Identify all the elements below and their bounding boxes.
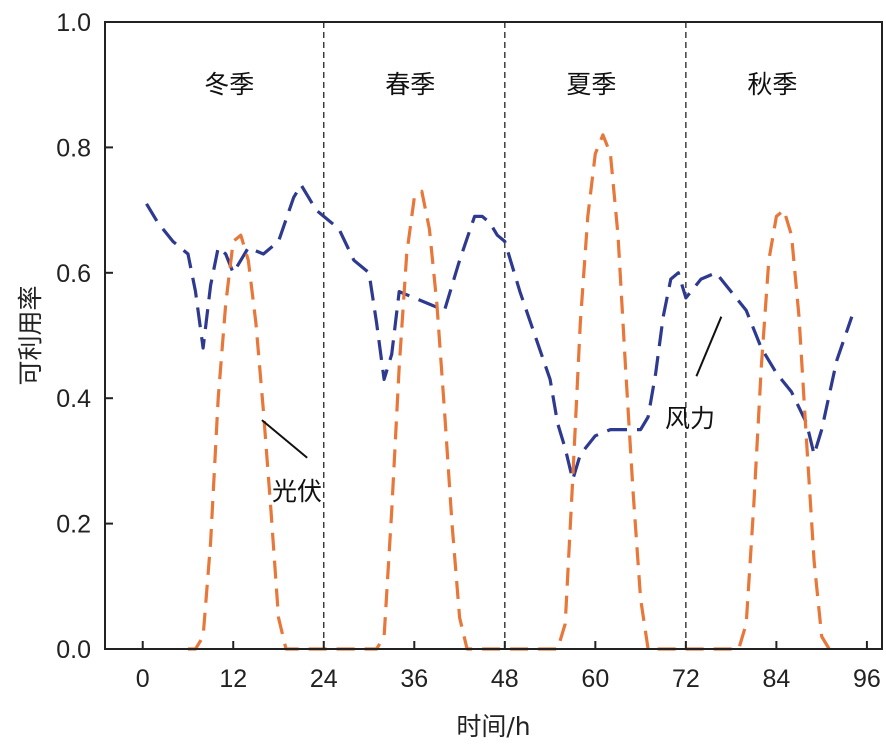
y-axis: 0.0 0.2 0.4 0.6 0.8 1.0 bbox=[56, 9, 113, 664]
season-separators bbox=[323, 22, 687, 649]
wind-annotation-label: 风力 bbox=[665, 404, 715, 433]
x-axis-title: 时间/h bbox=[456, 712, 530, 741]
season-label: 春季 bbox=[385, 70, 435, 99]
x-tick-label: 48 bbox=[491, 665, 519, 693]
y-tick-label: 0.6 bbox=[56, 260, 91, 288]
x-tick-label: 36 bbox=[400, 665, 428, 693]
x-tick-label: 12 bbox=[219, 665, 247, 693]
y-tick-label: 0.8 bbox=[56, 134, 91, 162]
pv-leader-line bbox=[261, 419, 308, 459]
y-tick-label: 0.2 bbox=[56, 511, 91, 539]
annotation-layer: 光伏 风力 bbox=[261, 316, 723, 506]
season-label: 夏季 bbox=[566, 70, 616, 99]
season-labels: 冬季 春季 夏季 秋季 bbox=[204, 70, 797, 99]
season-label: 冬季 bbox=[204, 70, 254, 99]
x-tick-label: 72 bbox=[672, 665, 700, 693]
x-tick-label: 60 bbox=[581, 665, 609, 693]
y-axis-title: 可利用率 bbox=[16, 285, 45, 385]
plot-frame bbox=[104, 21, 883, 650]
series-line-pv bbox=[188, 133, 831, 651]
x-tick-label: 96 bbox=[853, 665, 881, 693]
y-tick-label: 0.0 bbox=[56, 636, 91, 664]
series-layer bbox=[145, 133, 854, 651]
y-tick-label: 0.4 bbox=[56, 385, 91, 413]
y-tick-label: 1.0 bbox=[56, 9, 91, 37]
x-axis: 0 12 24 36 48 60 72 84 96 bbox=[136, 641, 881, 693]
series-line-wind bbox=[145, 183, 854, 482]
pv-annotation-label: 光伏 bbox=[272, 477, 322, 506]
x-tick-label: 0 bbox=[136, 665, 150, 693]
season-label: 秋季 bbox=[747, 70, 797, 99]
x-tick-label: 24 bbox=[310, 665, 338, 693]
wind-leader-line bbox=[695, 316, 723, 377]
x-tick-label: 84 bbox=[762, 665, 790, 693]
